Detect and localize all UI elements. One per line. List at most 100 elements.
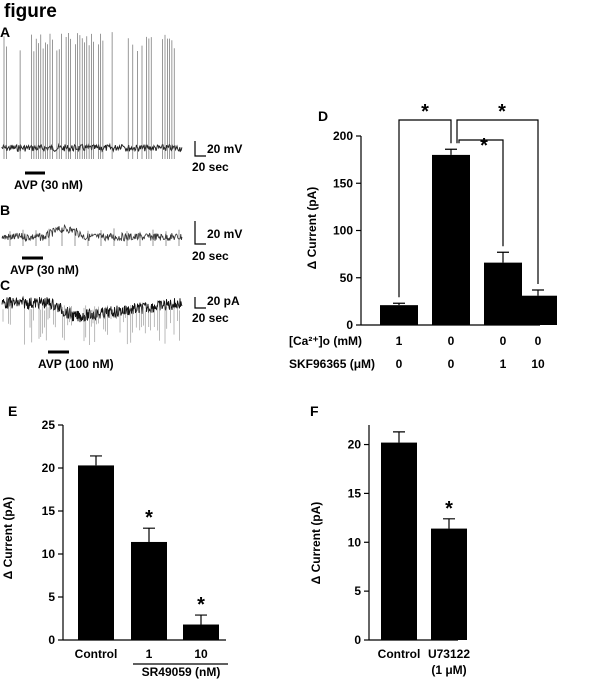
panel-label-d: D <box>318 108 328 124</box>
error-bar-d <box>497 251 509 263</box>
significance-star-e: * <box>145 507 153 529</box>
bar-d <box>432 154 470 325</box>
plot-area-f: 0 5 10 15 20 * Control U73122 (1 μM) <box>348 425 470 677</box>
trace-baseline-a <box>1 142 183 153</box>
y-axis-label-d: Δ Current (pA) <box>305 187 319 270</box>
y-tick-label-e: 20 <box>42 461 56 475</box>
error-bar-d <box>532 289 544 296</box>
category-label-f: U73122 <box>428 647 470 661</box>
y-tick-label-d: 100 <box>333 224 353 238</box>
significance-star-d: * <box>498 101 506 123</box>
y-tick-label-e: 5 <box>48 590 55 604</box>
error-bar-e <box>195 614 207 625</box>
condition-value-d: 1 <box>500 357 507 371</box>
trace-line-b <box>1 223 183 243</box>
voltage-trace-b <box>1 223 183 246</box>
y-tick-label-e: 0 <box>48 633 55 647</box>
y-tick-label-f: 15 <box>348 486 362 500</box>
trace-panel-b: B AVP (30 nM) 20 mV 20 sec <box>0 202 242 277</box>
error-bar-e <box>143 527 155 542</box>
y-axis-label-f: Δ Current (pA) <box>309 502 323 585</box>
drug-label-a: AVP (30 nM) <box>14 178 83 192</box>
condition-label-skf96365: SKF96365 (μM) <box>289 357 375 371</box>
y-tick-label-f: 0 <box>354 633 361 647</box>
panel-label-f: F <box>310 403 319 419</box>
error-bar-d <box>445 148 457 155</box>
bar-d <box>484 262 522 325</box>
trace-panel-c: C AVP (100 nM) 20 pA 20 sec <box>0 277 240 371</box>
significance-star-d: * <box>480 135 488 157</box>
significance-star-f: * <box>445 498 453 520</box>
condition-value-d: 0 <box>396 357 403 371</box>
condition-value-d: 0 <box>448 357 455 371</box>
voltage-trace-a <box>1 32 183 159</box>
y-axis-label-e: Δ Current (pA) <box>1 497 15 580</box>
scale-bar-a <box>194 141 206 157</box>
condition-label-calcium: [Ca²⁺]o (mM) <box>289 334 362 348</box>
y-tick-label-f: 20 <box>348 438 362 452</box>
scale-y-b: 20 mV <box>207 227 242 241</box>
bar-e <box>78 465 114 640</box>
category-label-e: 10 <box>194 647 208 661</box>
condition-value-d: 1 <box>396 334 403 348</box>
current-trace-c <box>1 295 183 345</box>
scale-bar-b <box>194 221 206 245</box>
scale-x-a: 20 sec <box>192 160 229 174</box>
plot-area-e: 0 5 10 15 20 25 * * Control 1 10 <box>42 418 228 665</box>
scale-y-a: 20 mV <box>207 142 242 156</box>
trace-events-c <box>2 305 180 345</box>
bar-d <box>380 305 418 325</box>
scale-bar-c <box>194 297 206 309</box>
error-bar-d <box>393 302 405 306</box>
panel-label-b: B <box>0 202 10 218</box>
bar-e <box>183 624 219 640</box>
category-label-e: 1 <box>146 647 153 661</box>
group-label-e: SR49059 (nM) <box>142 665 221 679</box>
condition-value-d: 0 <box>535 334 542 348</box>
error-bar-e <box>90 455 102 466</box>
panel-label-e: E <box>8 403 17 419</box>
drug-label-b: AVP (30 nM) <box>10 263 79 277</box>
scale-x-b: 20 sec <box>192 249 229 263</box>
scale-x-c: 20 sec <box>192 311 229 325</box>
panel-label-a: A <box>0 24 10 40</box>
significance-star-d: * <box>421 101 429 123</box>
panel-label-c: C <box>0 277 10 293</box>
significance-bracket-d <box>456 119 539 285</box>
category-sublabel-f: (1 μM) <box>431 663 466 677</box>
trace-panel-a: A AVP (30 nM) 20 mV 20 sec <box>0 24 242 192</box>
y-tick-label-d: 0 <box>346 318 353 332</box>
y-tick-label-e: 10 <box>42 547 56 561</box>
condition-value-d: 10 <box>531 357 545 371</box>
y-tick-label-e: 25 <box>42 418 56 432</box>
y-tick-label-f: 5 <box>354 584 361 598</box>
condition-value-d: 0 <box>448 334 455 348</box>
bar-f <box>431 528 467 640</box>
bar-f <box>381 442 417 640</box>
y-tick-label-e: 15 <box>42 504 56 518</box>
y-tick-label-d: 150 <box>333 176 353 190</box>
bar-d <box>519 295 557 325</box>
condition-value-d: 0 <box>500 334 507 348</box>
bar-e <box>131 541 167 640</box>
bar-chart-d: D Δ Current (pA) [Ca²⁺]o (mM) SKF96365 (… <box>289 101 557 371</box>
significance-bracket-d <box>458 139 504 247</box>
trace-spikes-a <box>3 32 175 159</box>
y-tick-label-d: 200 <box>333 129 353 143</box>
trace-spikes-b <box>9 228 180 246</box>
significance-star-e: * <box>197 594 205 616</box>
trace-line-c <box>1 295 183 323</box>
significance-bracket-d <box>398 119 452 298</box>
y-tick-label-d: 50 <box>340 271 354 285</box>
error-bar-f <box>443 518 455 529</box>
y-tick-label-f: 10 <box>348 535 362 549</box>
category-label-f: Control <box>378 647 421 661</box>
error-bar-f <box>393 431 405 443</box>
category-label-e: Control <box>75 647 118 661</box>
bar-chart-f: F Δ Current (pA) 0 5 10 15 20 * Control U73122 (… <box>309 403 470 677</box>
drug-label-c: AVP (100 nM) <box>38 357 114 371</box>
bar-chart-e: E Δ Current (pA) SR49059 (nM) 0 5 10 15 20 25… <box>1 403 228 679</box>
figure-title: figure <box>4 1 57 22</box>
